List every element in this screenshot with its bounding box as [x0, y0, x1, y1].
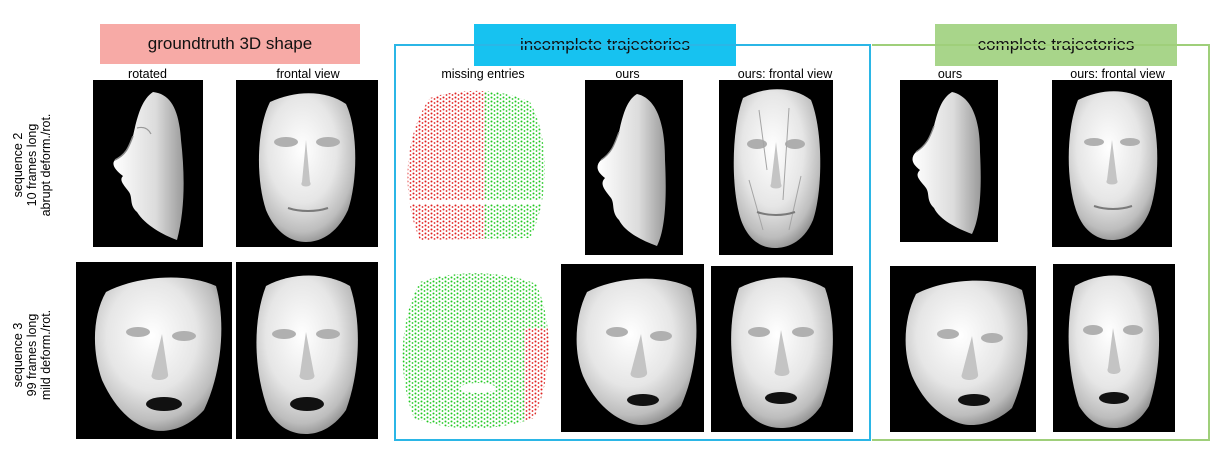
col-label-frontal: frontal view: [276, 67, 340, 81]
groundtruth-header: groundtruth 3D shape: [100, 24, 360, 64]
col-label-ours-frontal: ours: frontal view: [737, 67, 833, 81]
row-label-seq2-line2: 10 frames long: [25, 123, 39, 207]
col-label-missing: missing entries: [441, 67, 525, 81]
col-label-ours-frontal-complete: ours: frontal view: [1070, 67, 1165, 81]
face-image-seq2-ours-frontal-complete: [1052, 80, 1172, 247]
face-image-seq3-ours-complete: [890, 266, 1036, 432]
row-label-seq2-line1: sequence 2: [11, 132, 25, 198]
face-image-seq2-frontal-gt: [236, 80, 378, 247]
row-label-seq3: sequence 3 99 frames long mild deform./r…: [11, 290, 55, 420]
face-image-seq3-rotated-gt: [76, 262, 232, 439]
face-image-seq2-ours-complete: [900, 80, 998, 242]
face-image-seq3-ours-frontal-incomplete: [711, 266, 853, 432]
missing-entries-cloud-seq2: [400, 88, 552, 248]
row-label-seq2: sequence 2 10 frames long abrupt deform.…: [11, 100, 55, 230]
face-image-seq3-ours-incomplete: [561, 264, 704, 432]
row-label-seq3-line3: mild deform./rot.: [39, 309, 53, 401]
face-image-seq2-rotated-gt: [93, 80, 203, 247]
missing-entries-cloud-seq3: [396, 268, 554, 433]
incomplete-panel: [394, 44, 871, 441]
row-label-seq3-line2: 99 frames long: [25, 313, 39, 397]
row-label-seq2-line3: abrupt deform./rot.: [39, 113, 53, 217]
col-label-rotated: rotated: [128, 67, 167, 81]
face-image-seq2-ours-frontal-incomplete: [719, 80, 833, 255]
complete-panel: [872, 44, 1210, 441]
col-label-ours: ours: [615, 67, 640, 81]
face-image-seq2-ours-incomplete: [585, 80, 683, 255]
face-image-seq3-frontal-gt: [236, 262, 378, 439]
face-image-seq3-ours-frontal-complete: [1053, 264, 1175, 432]
col-label-ours-complete: ours: [937, 67, 963, 81]
row-label-seq3-line1: sequence 3: [11, 322, 25, 388]
